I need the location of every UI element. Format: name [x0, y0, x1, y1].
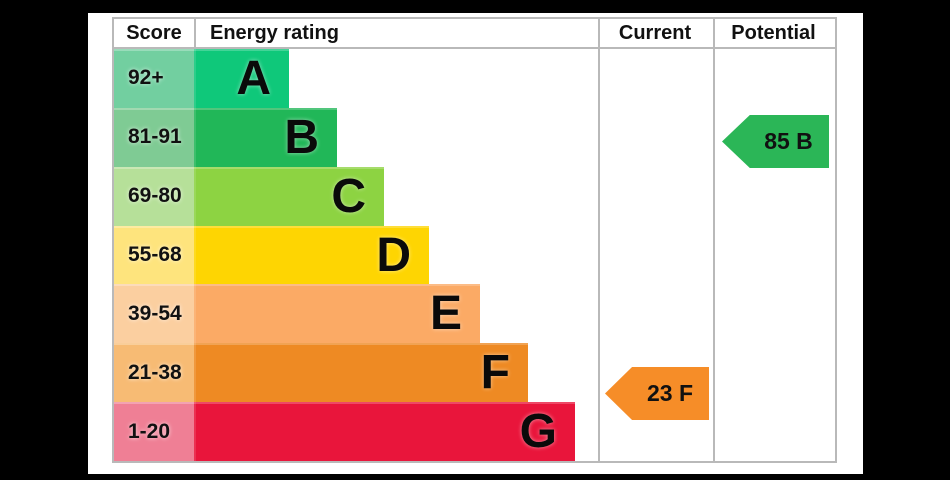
band-row-c: 69-80 C — [114, 166, 835, 226]
score-range-label-f: 21-38 — [114, 343, 194, 403]
band-row-f: 21-38 F — [114, 343, 835, 403]
band-row-g: 1-20 G — [114, 402, 835, 462]
score-column-header: Score — [126, 21, 182, 44]
current-column-divider — [598, 19, 600, 461]
potential-rating-label: 85 B — [764, 128, 813, 154]
band-row-e: 39-54 E — [114, 284, 835, 344]
score-range-label-e: 39-54 — [114, 284, 194, 344]
current-rating-label: 23 F — [646, 380, 694, 406]
header-column-divider — [194, 19, 196, 47]
band-bar-d: D — [194, 225, 429, 285]
band-bar-a: A — [194, 49, 289, 108]
score-range-label-d: 55-68 — [114, 225, 194, 285]
score-range-label-c: 69-80 — [114, 166, 194, 226]
band-rows: 92+ A 81-91 B 69-80 C 55-68 D 39-54 E — [114, 49, 835, 462]
potential-column-divider — [713, 19, 715, 461]
score-range-label-b: 81-91 — [114, 107, 194, 167]
potential-rating-arrow: 85 B — [722, 115, 829, 168]
score-range-label-g: 1-20 — [114, 402, 194, 462]
band-bar-e: E — [194, 284, 480, 344]
potential-column-header: Potential — [731, 21, 816, 44]
band-bar-b: B — [194, 107, 337, 167]
current-column-header: Current — [618, 21, 692, 44]
energy-rating-column-header: Energy rating — [210, 21, 339, 44]
score-range-label-a: 92+ — [114, 49, 194, 108]
band-bar-c: C — [194, 166, 384, 226]
epc-rating-table: Score Energy rating Current Potential 92… — [112, 17, 837, 463]
table-header-row: Score Energy rating Current Potential — [114, 19, 835, 47]
band-row-a: 92+ A — [114, 49, 835, 108]
band-bar-f: F — [194, 343, 528, 403]
band-row-b: 81-91 B — [114, 107, 835, 167]
band-bar-g: G — [194, 402, 575, 462]
band-row-d: 55-68 D — [114, 225, 835, 285]
epc-chart-panel: Score Energy rating Current Potential 92… — [88, 13, 863, 474]
header-underline — [114, 47, 835, 49]
